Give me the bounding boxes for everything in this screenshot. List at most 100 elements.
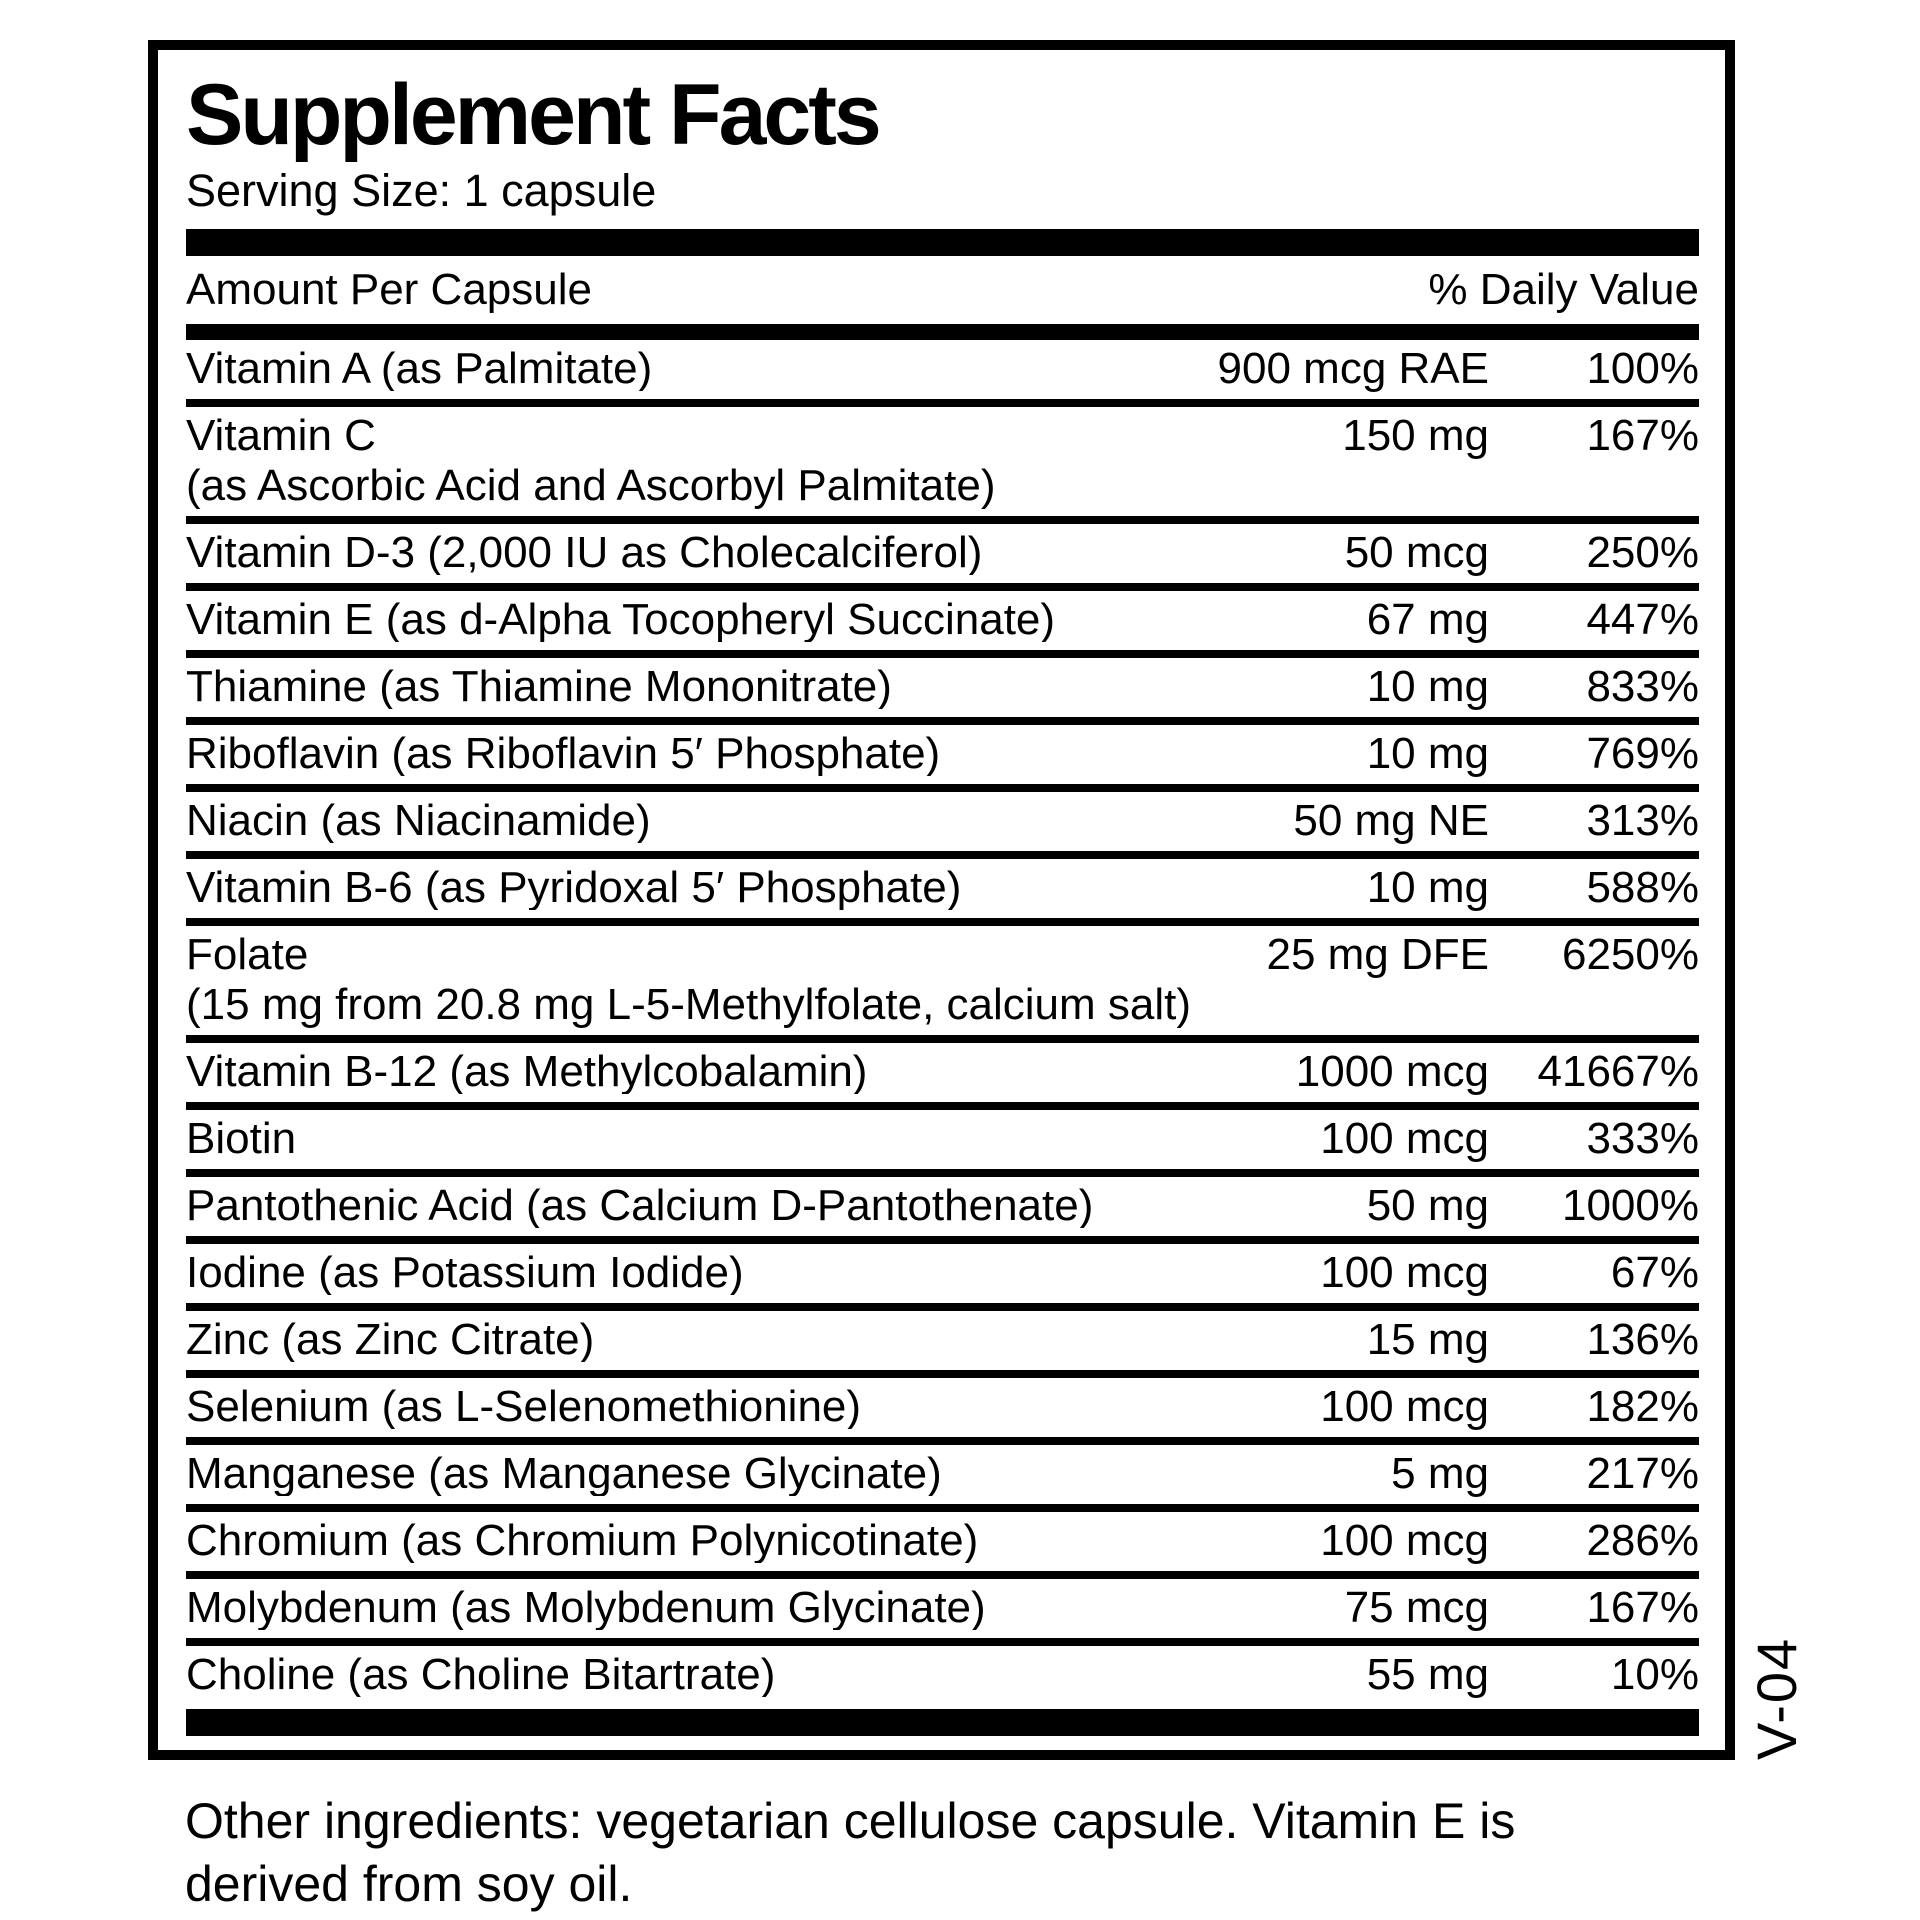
table-row: Zinc (as Zinc Citrate) 15 mg 136% bbox=[186, 1311, 1699, 1378]
ingredient-amount: 15 mg bbox=[1366, 1315, 1489, 1364]
ingredient-name: Vitamin E (as d-Alpha Tocopheryl Succina… bbox=[186, 598, 1056, 642]
ingredient-amount: 100 mcg bbox=[1320, 1248, 1489, 1297]
ingredient-daily-value: 67% bbox=[1610, 1248, 1699, 1297]
table-row-main-line: Choline (as Choline Bitartrate) 55 mg 10… bbox=[186, 1653, 1699, 1697]
table-row: Thiamine (as Thiamine Mononitrate) 10 mg… bbox=[186, 658, 1699, 725]
ingredient-amount: 1000 mcg bbox=[1295, 1047, 1489, 1096]
panel-title: Supplement Facts bbox=[186, 67, 882, 163]
ingredient-daily-value: 833% bbox=[1586, 662, 1699, 711]
table-row: Vitamin B-12 (as Methylcobalamin) 1000 m… bbox=[186, 1043, 1699, 1110]
table-row: Choline (as Choline Bitartrate) 55 mg 10… bbox=[186, 1646, 1699, 1705]
ingredient-amount: 75 mcg bbox=[1344, 1583, 1489, 1632]
ingredient-name: Pantothenic Acid (as Calcium D-Pantothen… bbox=[186, 1184, 1094, 1228]
ingredient-amount: 10 mg bbox=[1366, 863, 1489, 912]
table-row-main-line: Thiamine (as Thiamine Mononitrate) 10 mg… bbox=[186, 665, 1699, 709]
other-ingredients-note: Other ingredients: vegetarian cellulose … bbox=[185, 1793, 1516, 1912]
table-row: Vitamin A (as Palmitate) 900 mcg RAE 100… bbox=[186, 340, 1699, 407]
ingredient-amount: 67 mg bbox=[1366, 595, 1489, 644]
table-row-main-line: Vitamin A (as Palmitate) 900 mcg RAE 100… bbox=[186, 347, 1699, 391]
ingredient-name: Vitamin B-6 (as Pyridoxal 5′ Phosphate) bbox=[186, 866, 962, 910]
table-row-main-line: Zinc (as Zinc Citrate) 15 mg 136% bbox=[186, 1318, 1699, 1362]
table-row-main-line: Vitamin C 150 mg 167% bbox=[186, 414, 1699, 458]
ingredient-daily-value: 333% bbox=[1586, 1114, 1699, 1163]
ingredient-name: Chromium (as Chromium Polynicotinate) bbox=[186, 1519, 979, 1563]
table-row: Biotin 100 mcg 333% bbox=[186, 1110, 1699, 1177]
ingredient-name: Vitamin B-12 (as Methylcobalamin) bbox=[186, 1050, 868, 1094]
ingredient-name: Thiamine (as Thiamine Mononitrate) bbox=[186, 665, 892, 709]
ingredient-name: Niacin (as Niacinamide) bbox=[186, 799, 651, 843]
table-row-main-line: Vitamin B-6 (as Pyridoxal 5′ Phosphate) … bbox=[186, 866, 1699, 910]
table-row: Niacin (as Niacinamide) 50 mg NE 313% bbox=[186, 792, 1699, 859]
ingredient-amount: 50 mg NE bbox=[1293, 796, 1489, 845]
table-row-main-line: Vitamin B-12 (as Methylcobalamin) 1000 m… bbox=[186, 1050, 1699, 1094]
table-row-main-line: Manganese (as Manganese Glycinate) 5 mg … bbox=[186, 1452, 1699, 1496]
ingredient-name: Biotin bbox=[186, 1117, 297, 1161]
ingredient-name-detail: (as Ascorbic Acid and Ascorbyl Palmitate… bbox=[186, 461, 996, 510]
thick-divider-bottom bbox=[186, 1709, 1699, 1736]
ingredient-amount: 25 mg DFE bbox=[1266, 930, 1489, 979]
table-row: Folate 25 mg DFE 6250% (15 mg from 20.8 … bbox=[186, 926, 1699, 1043]
table-row-main-line: Niacin (as Niacinamide) 50 mg NE 313% bbox=[186, 799, 1699, 843]
ingredient-name-detail: (15 mg from 20.8 mg L-5-Methylfolate, ca… bbox=[186, 980, 1192, 1029]
ingredients-table: Vitamin A (as Palmitate) 900 mcg RAE 100… bbox=[186, 340, 1699, 1705]
ingredient-daily-value: 41667% bbox=[1537, 1047, 1699, 1096]
ingredient-daily-value: 217% bbox=[1586, 1449, 1699, 1498]
ingredient-amount: 900 mcg RAE bbox=[1217, 344, 1489, 393]
ingredient-name: Vitamin D-3 (2,000 IU as Cholecalciferol… bbox=[186, 531, 983, 575]
ingredient-daily-value: 588% bbox=[1586, 863, 1699, 912]
side-code: V-04 bbox=[1745, 1636, 1808, 1760]
ingredient-name: Vitamin C bbox=[186, 414, 376, 458]
table-row: Manganese (as Manganese Glycinate) 5 mg … bbox=[186, 1445, 1699, 1512]
table-row-main-line: Chromium (as Chromium Polynicotinate) 10… bbox=[186, 1519, 1699, 1563]
ingredient-daily-value: 1000% bbox=[1561, 1181, 1699, 1230]
amount-column-header: Amount Per Capsule bbox=[186, 265, 592, 314]
ingredient-name: Choline (as Choline Bitartrate) bbox=[186, 1653, 776, 1697]
table-row-main-line: Biotin 100 mcg 333% bbox=[186, 1117, 1699, 1161]
ingredient-amount: 100 mcg bbox=[1320, 1516, 1489, 1565]
table-row-main-line: Molybdenum (as Molybdenum Glycinate) 75 … bbox=[186, 1586, 1699, 1630]
ingredient-amount: 5 mg bbox=[1391, 1449, 1489, 1498]
ingredient-name: Folate bbox=[186, 933, 309, 977]
ingredient-daily-value: 286% bbox=[1586, 1516, 1699, 1565]
ingredient-name: Vitamin A (as Palmitate) bbox=[186, 347, 653, 391]
ingredient-daily-value: 167% bbox=[1586, 1583, 1699, 1632]
table-row: Molybdenum (as Molybdenum Glycinate) 75 … bbox=[186, 1579, 1699, 1646]
table-row: Selenium (as L-Selenomethionine) 100 mcg… bbox=[186, 1378, 1699, 1445]
table-row-main-line: Vitamin D-3 (2,000 IU as Cholecalciferol… bbox=[186, 531, 1699, 575]
supplement-facts-panel: Supplement Facts Serving Size: 1 capsule… bbox=[148, 40, 1808, 1760]
ingredient-amount: 100 mcg bbox=[1320, 1382, 1489, 1431]
thick-divider-top bbox=[186, 229, 1699, 256]
ingredient-daily-value: 6250% bbox=[1561, 930, 1699, 979]
table-row: Chromium (as Chromium Polynicotinate) 10… bbox=[186, 1512, 1699, 1579]
ingredient-amount: 100 mcg bbox=[1320, 1114, 1489, 1163]
ingredient-daily-value: 313% bbox=[1586, 796, 1699, 845]
table-row: Vitamin B-6 (as Pyridoxal 5′ Phosphate) … bbox=[186, 859, 1699, 926]
table-row-main-line: Selenium (as L-Selenomethionine) 100 mcg… bbox=[186, 1385, 1699, 1429]
ingredient-daily-value: 136% bbox=[1586, 1315, 1699, 1364]
ingredient-amount: 50 mcg bbox=[1344, 528, 1489, 577]
ingredient-daily-value: 10% bbox=[1610, 1650, 1699, 1699]
ingredient-name: Selenium (as L-Selenomethionine) bbox=[186, 1385, 862, 1429]
table-row-main-line: Vitamin E (as d-Alpha Tocopheryl Succina… bbox=[186, 598, 1699, 642]
ingredient-name: Molybdenum (as Molybdenum Glycinate) bbox=[186, 1586, 986, 1630]
table-row: Iodine (as Potassium Iodide) 100 mcg 67% bbox=[186, 1244, 1699, 1311]
table-row: Vitamin E (as d-Alpha Tocopheryl Succina… bbox=[186, 591, 1699, 658]
table-row: Pantothenic Acid (as Calcium D-Pantothen… bbox=[186, 1177, 1699, 1244]
ingredient-amount: 10 mg bbox=[1366, 662, 1489, 711]
ingredient-name: Iodine (as Potassium Iodide) bbox=[186, 1251, 744, 1295]
ingredient-amount: 150 mg bbox=[1342, 411, 1489, 460]
ingredient-amount: 10 mg bbox=[1366, 729, 1489, 778]
ingredient-daily-value: 250% bbox=[1586, 528, 1699, 577]
table-header-row: Amount Per Capsule % Daily Value bbox=[186, 256, 1699, 324]
ingredient-name: Manganese (as Manganese Glycinate) bbox=[186, 1452, 942, 1496]
ingredient-amount: 55 mg bbox=[1366, 1650, 1489, 1699]
medium-divider bbox=[186, 324, 1699, 340]
table-row-main-line: Folate 25 mg DFE 6250% bbox=[186, 933, 1699, 977]
table-row-main-line: Riboflavin (as Riboflavin 5′ Phosphate) … bbox=[186, 732, 1699, 776]
ingredient-name: Zinc (as Zinc Citrate) bbox=[186, 1318, 595, 1362]
ingredient-daily-value: 769% bbox=[1586, 729, 1699, 778]
table-row: Vitamin C 150 mg 167% (as Ascorbic Acid … bbox=[186, 407, 1699, 524]
serving-size: Serving Size: 1 capsule bbox=[186, 165, 657, 216]
table-row-main-line: Iodine (as Potassium Iodide) 100 mcg 67% bbox=[186, 1251, 1699, 1295]
